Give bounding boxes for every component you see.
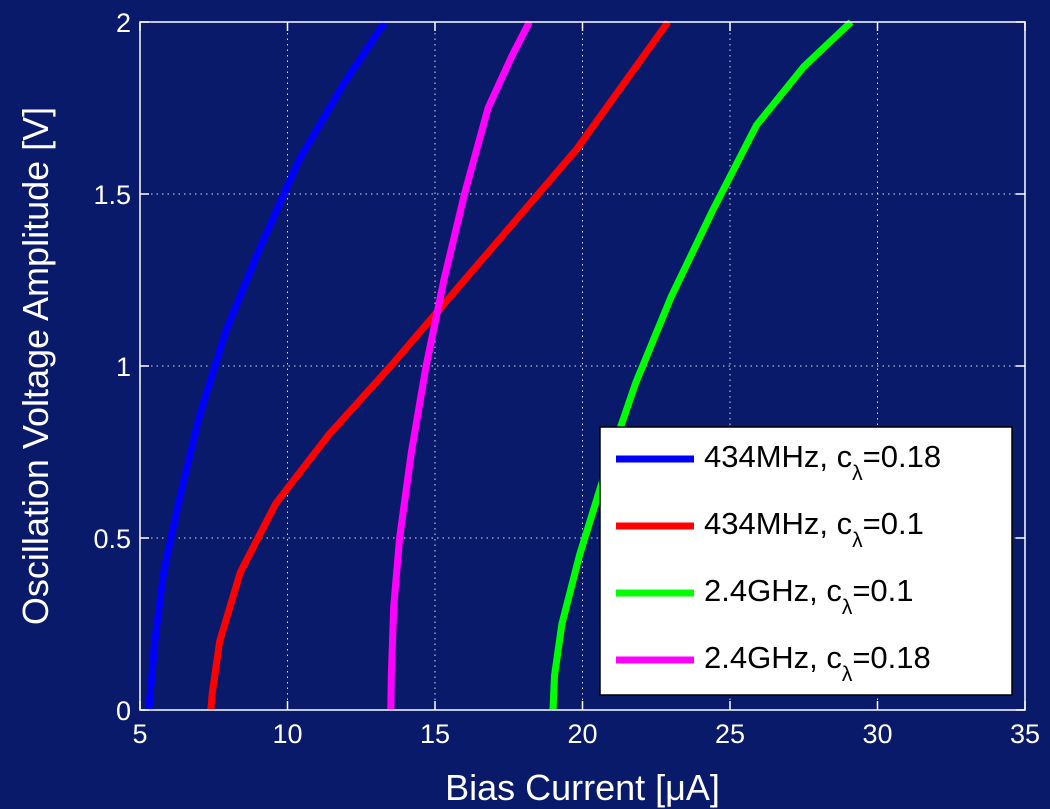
y-tick-label: 1: [116, 352, 131, 382]
legend-label-subscript: λ: [852, 529, 863, 552]
legend-label-subscript: λ: [842, 663, 853, 686]
legend-label-value: =0.1: [852, 573, 913, 608]
y-tick-label: 1.5: [93, 180, 131, 210]
x-tick-label: 25: [715, 719, 745, 749]
legend-label-3: 2.4GHz, cλ=0.1: [704, 573, 914, 619]
y-tick-label: 0.5: [93, 524, 131, 554]
legend-label-main: 434MHz, c: [704, 439, 852, 474]
y-tick-labels: 0 0.5 1 1.5 2: [93, 8, 131, 726]
series-line-1: [145, 20, 388, 711]
series-line-4: [387, 20, 533, 711]
legend-label-main: 434MHz, c: [704, 506, 852, 541]
x-tick-labels: 5 10 15 20 25 30 35: [132, 719, 1040, 749]
legend-label-value: =0.1: [863, 506, 924, 541]
legend-label-4: 2.4GHz, cλ=0.18: [704, 640, 931, 686]
legend-label-value: =0.18: [852, 640, 930, 675]
x-tick-label: 35: [1010, 719, 1040, 749]
series-line-3: [549, 19, 854, 711]
series-line-2: [207, 19, 671, 711]
legend-label-main: 2.4GHz, c: [704, 640, 842, 675]
legend-label-2: 434MHz, cλ=0.1: [704, 506, 924, 552]
y-axis-label: Oscillation Voltage Amplitude [V]: [15, 107, 56, 625]
legend-label-subscript: λ: [842, 596, 853, 619]
ticks: [139, 21, 1026, 711]
legend-box: [599, 426, 1013, 696]
legend-label-main: 2.4GHz, c: [704, 573, 842, 608]
x-tick-label: 30: [862, 719, 892, 749]
x-tick-label: 15: [420, 719, 450, 749]
x-tick-label: 20: [567, 719, 597, 749]
series-group: [145, 19, 854, 711]
legend-label-value: =0.18: [863, 439, 941, 474]
legend-label-1: 434MHz, cλ=0.18: [704, 439, 941, 485]
y-tick-label: 0: [116, 696, 131, 726]
y-tick-label: 2: [116, 8, 131, 38]
x-tick-label: 10: [272, 719, 302, 749]
x-tick-label: 5: [132, 719, 147, 749]
legend-label-subscript: λ: [852, 462, 863, 485]
x-axis-label: Bias Current [μA]: [445, 767, 720, 808]
